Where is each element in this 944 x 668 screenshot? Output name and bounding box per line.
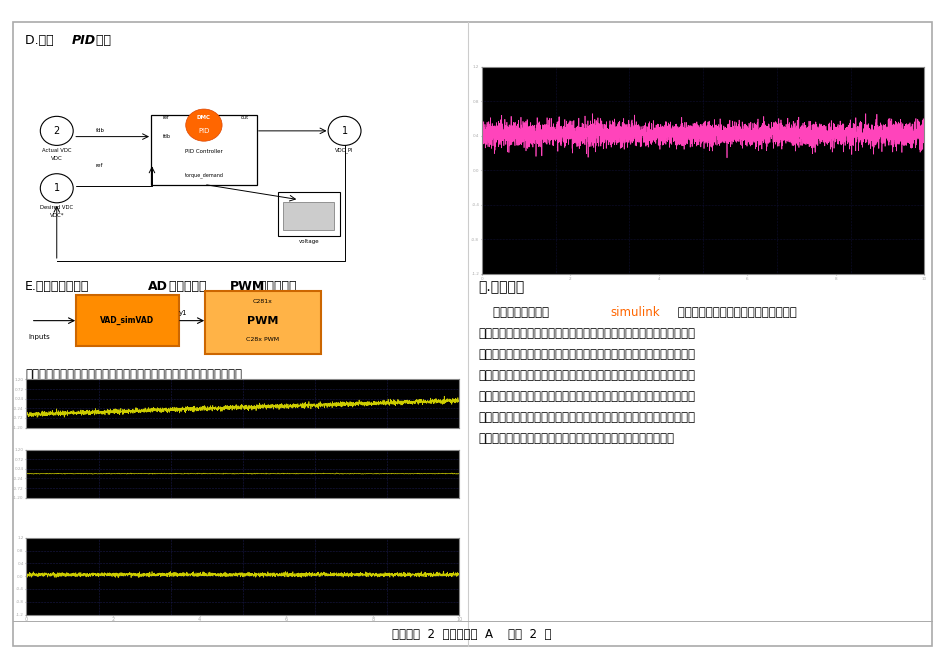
- Text: 2: 2: [54, 126, 59, 136]
- Text: 波生成模块: 波生成模块: [255, 280, 296, 293]
- FancyBboxPatch shape: [76, 295, 178, 347]
- Text: torque_demand: torque_demand: [184, 172, 223, 178]
- Circle shape: [41, 174, 73, 203]
- Text: y1: y1: [179, 310, 188, 316]
- Text: Actual VDC: Actual VDC: [42, 148, 72, 153]
- Text: fdb: fdb: [95, 128, 105, 133]
- Text: 最终滤波出该波: 最终滤波出该波: [25, 389, 77, 402]
- Text: C28x PWM: C28x PWM: [246, 337, 279, 342]
- Text: out: out: [241, 115, 248, 120]
- Text: VDC_PI: VDC_PI: [335, 148, 353, 154]
- Text: D.使用: D.使用: [25, 34, 58, 47]
- Text: 软件有了更深刻的认识，仿真是研究电: 软件有了更深刻的认识，仿真是研究电: [673, 306, 796, 319]
- Text: VAD_simVAD: VAD_simVAD: [100, 316, 155, 325]
- Text: VDC*: VDC*: [49, 212, 64, 218]
- Circle shape: [186, 109, 222, 141]
- Circle shape: [41, 116, 73, 146]
- Text: 七.实验感想: 七.实验感想: [478, 280, 524, 294]
- Text: Desired VDC: Desired VDC: [41, 204, 74, 210]
- Text: 算法: 算法: [92, 34, 110, 47]
- Text: 环节的参数及各个环节之间的连接关系，然后让计算机自动生成描述系: 环节的参数及各个环节之间的连接关系，然后让计算机自动生成描述系: [478, 390, 694, 403]
- Text: C281x: C281x: [253, 299, 273, 305]
- FancyBboxPatch shape: [205, 291, 320, 353]
- Text: 本试卷共  2  页，此页为  A    卷第  2  页: 本试卷共 2 页，此页为 A 卷第 2 页: [392, 627, 551, 641]
- Text: 采集模块、: 采集模块、: [165, 280, 207, 293]
- Text: VDC: VDC: [51, 156, 62, 161]
- Text: 进行仿真时需要将描述系统的结构图输入到计算机中，包括结构图各个: 进行仿真时需要将描述系统的结构图输入到计算机中，包括结构图各个: [478, 369, 694, 382]
- Text: 统的微分方程组，再采用合适的方法完成计算，得到所需要的数据。在: 统的微分方程组，再采用合适的方法完成计算，得到所需要的数据。在: [478, 411, 694, 424]
- Text: 六．通过闭环环仿真模型，模拟通过改变载波频率以及正弦信号幅值，: 六．通过闭环环仿真模型，模拟通过改变载波频率以及正弦信号幅值，: [25, 368, 242, 381]
- Text: 此基础上调整控制策略或者修改参数，使得系统满足设计要求。: 此基础上调整控制策略或者修改参数，使得系统满足设计要求。: [478, 432, 673, 445]
- Text: 通过这次试验我对: 通过这次试验我对: [478, 306, 552, 319]
- Text: AD: AD: [148, 280, 168, 293]
- Text: 1: 1: [341, 126, 347, 136]
- Text: PWM: PWM: [229, 280, 265, 293]
- Text: simulink: simulink: [610, 306, 659, 319]
- Text: PID Controller: PID Controller: [185, 150, 223, 154]
- Text: 数值计算方法。对于使用结构图描述的电力传动控制系统，使用计算机: 数值计算方法。对于使用结构图描述的电力传动控制系统，使用计算机: [478, 348, 694, 361]
- Text: E.代码生成模块：: E.代码生成模块：: [25, 280, 90, 293]
- Text: ref: ref: [95, 163, 103, 168]
- Text: ref: ref: [162, 115, 169, 120]
- FancyBboxPatch shape: [283, 202, 334, 230]
- Text: 1: 1: [54, 183, 59, 193]
- Text: DMC: DMC: [196, 115, 211, 120]
- Text: 力传动控制策略和系统性能的重要手段，它的基础是系统的数字模型和: 力传动控制策略和系统性能的重要手段，它的基础是系统的数字模型和: [478, 327, 694, 340]
- Text: PWM: PWM: [247, 316, 278, 325]
- Text: voltage: voltage: [298, 238, 319, 244]
- Text: Inputs: Inputs: [28, 335, 50, 341]
- Text: PID: PID: [198, 128, 210, 134]
- Text: fdb: fdb: [162, 134, 171, 139]
- FancyBboxPatch shape: [278, 192, 340, 236]
- Text: PID: PID: [72, 34, 96, 47]
- Circle shape: [328, 116, 361, 146]
- FancyBboxPatch shape: [151, 115, 257, 185]
